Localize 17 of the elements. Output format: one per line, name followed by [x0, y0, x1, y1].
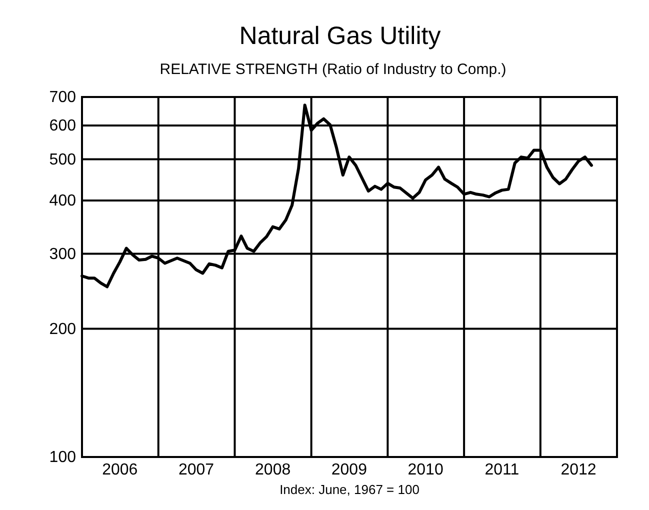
- x-tick-label: 2011: [484, 461, 520, 478]
- y-tick-label: 700: [49, 89, 76, 106]
- x-tick-label: 2008: [255, 461, 291, 478]
- y-tick-label: 400: [49, 192, 76, 210]
- y-tick-label: 500: [49, 151, 76, 168]
- x-tick-label: 2012: [560, 461, 596, 478]
- x-tick-label: 2009: [331, 461, 368, 478]
- chart-title: Natural Gas Utility: [239, 22, 442, 50]
- x-tick-label: 2007: [178, 461, 214, 478]
- y-tick-label: 300: [49, 246, 76, 263]
- text: Index: June, 1967 = 100: [280, 482, 420, 497]
- chart-subtitle: RELATIVE STRENGTH (Ratio of Industry to Comp.): [160, 61, 506, 78]
- x-tick-label: 2010: [408, 461, 444, 478]
- y-tick-label: 100: [49, 449, 76, 466]
- x-tick-label: 2006: [102, 461, 138, 478]
- y-tick-label: 200: [49, 320, 76, 338]
- y-tick-label: 600: [49, 118, 76, 135]
